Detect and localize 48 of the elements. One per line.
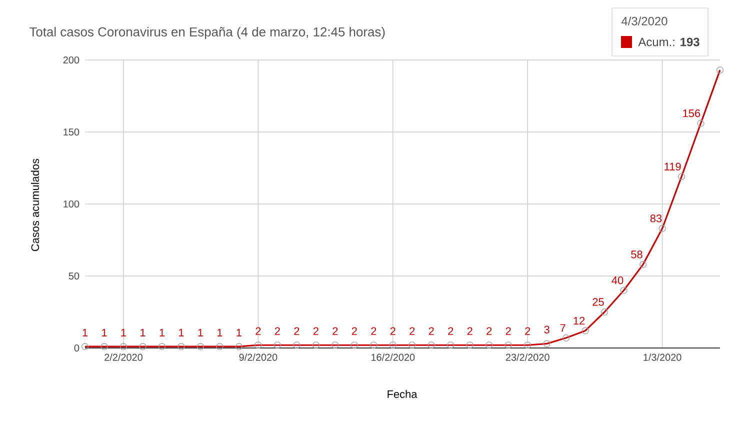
data-label: 2 bbox=[274, 327, 280, 335]
data-label: 1 bbox=[178, 328, 184, 336]
data-label: 2 bbox=[371, 327, 376, 335]
text: Acum.: 193 bbox=[638, 38, 700, 46]
text: 4/3/2020 bbox=[621, 16, 668, 26]
chart-title: Total casos Coronavirus en España (4 de marzo, 12:45 horas) bbox=[29, 26, 385, 40]
y-tick-label: 50 bbox=[68, 272, 80, 280]
x-tick-label: 16/2/2020 bbox=[371, 354, 415, 361]
y-tick-label: 100 bbox=[64, 200, 80, 208]
y-tick-label: 150 bbox=[64, 128, 80, 136]
x-tick-label: 9/2/2020 bbox=[239, 354, 278, 361]
data-label: 1 bbox=[82, 328, 88, 336]
data-label: 2 bbox=[313, 327, 318, 335]
x-axis-title: Fecha bbox=[388, 390, 418, 398]
data-label: 2 bbox=[294, 327, 300, 335]
data-label: 2 bbox=[332, 327, 338, 335]
data-label: 58 bbox=[631, 250, 642, 258]
data-label: 2 bbox=[486, 327, 492, 335]
data-label: 1 bbox=[102, 328, 107, 336]
data-label: 156 bbox=[683, 109, 700, 118]
data-label: 1 bbox=[236, 328, 242, 336]
x-tick-label: 1/3/2020 bbox=[644, 354, 682, 361]
data-label: 2 bbox=[467, 327, 472, 335]
x-tick-label: 2/2/2020 bbox=[104, 354, 142, 361]
y-tick-label: 0 bbox=[74, 344, 80, 352]
data-label: 2 bbox=[525, 327, 530, 335]
data-label: 25 bbox=[592, 298, 604, 306]
data-label: 119 bbox=[664, 162, 681, 170]
data-label: 2 bbox=[410, 327, 415, 335]
y-axis-title: Casos acumulados bbox=[30, 158, 40, 252]
data-label: 2 bbox=[352, 327, 357, 335]
data-label: 7 bbox=[560, 324, 566, 332]
data-label: 83 bbox=[650, 214, 662, 222]
data-label: 2 bbox=[506, 327, 511, 335]
data-label: 40 bbox=[612, 276, 624, 284]
data-label: 1 bbox=[160, 328, 164, 336]
data-label: 1 bbox=[217, 328, 222, 336]
y-tick-label: 200 bbox=[63, 56, 80, 64]
data-label: 12 bbox=[574, 316, 585, 325]
x-tick-label: 23/2/2020 bbox=[506, 354, 550, 361]
data-label: 1 bbox=[140, 328, 146, 336]
data-label: 1 bbox=[198, 328, 203, 336]
data-label: 2 bbox=[390, 327, 396, 335]
data-label: 2 bbox=[448, 327, 454, 335]
data-label: 3 bbox=[544, 326, 550, 334]
data-label: 2 bbox=[428, 327, 434, 335]
data-label: 1 bbox=[121, 328, 126, 336]
data-label: 2 bbox=[256, 327, 261, 335]
